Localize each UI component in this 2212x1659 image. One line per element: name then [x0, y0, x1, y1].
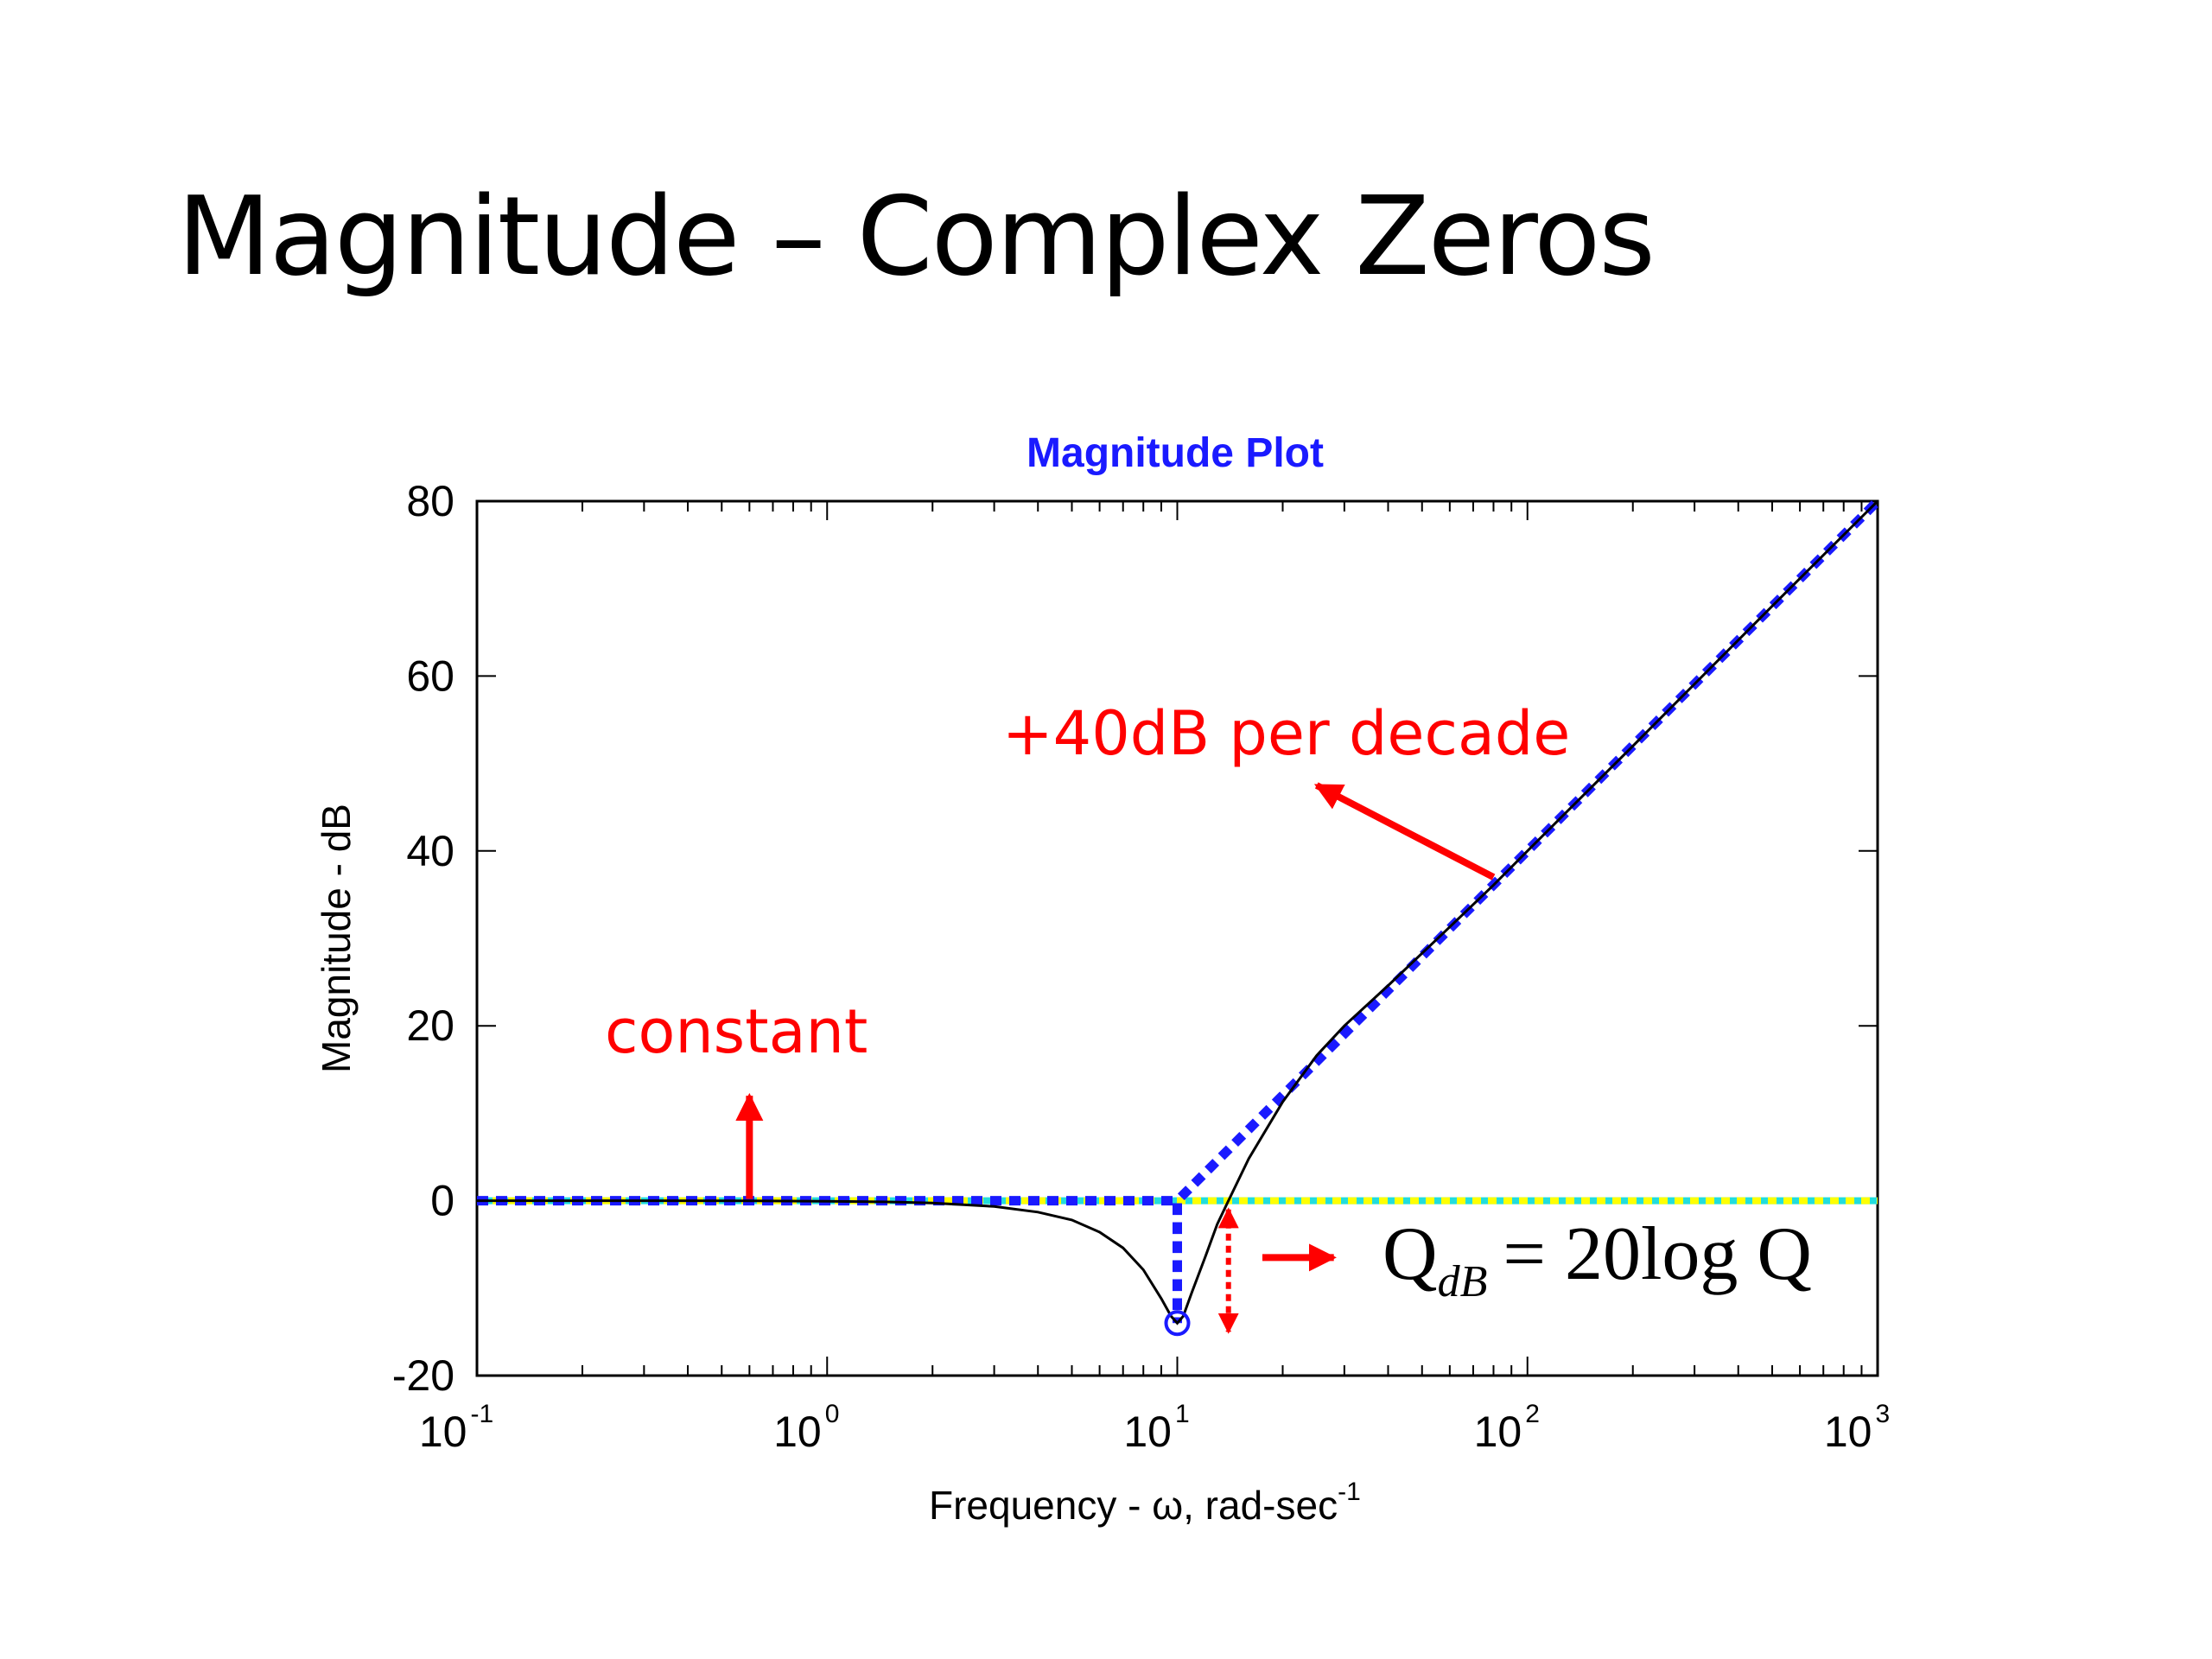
- slope-arrow: [1313, 782, 1496, 880]
- axis-ticks: -20 0 20 40 60 80 10 -1 10 0 10 1 10 2 10 3: [392, 477, 1890, 1456]
- series-group: [477, 498, 1881, 1337]
- slide-title: Magnitude – Complex Zeros: [177, 173, 1656, 300]
- x-tick-label: 10 1: [1123, 1400, 1189, 1456]
- magnitude-curve-series: [477, 499, 1879, 1325]
- formula-q: Q: [1382, 1212, 1438, 1296]
- x-axis-label: Frequency - ω, rad-sec-1: [929, 1478, 1361, 1528]
- y-tick-label: 80: [406, 477, 454, 525]
- asymptote-series: [477, 498, 1881, 1324]
- x-tick-label: 10 2: [1474, 1400, 1540, 1456]
- formula-rhs: = 20log Q: [1503, 1212, 1812, 1296]
- x-axis-label-text: Frequency - ω, rad-sec: [929, 1483, 1338, 1528]
- q-db-formula: QdB = 20log Q: [1382, 1212, 1812, 1306]
- chart-title: Magnitude Plot: [1027, 430, 1324, 476]
- x-tick-label: 10 0: [773, 1400, 839, 1456]
- x-tick-label: 10 -1: [419, 1400, 493, 1456]
- y-tick-label: 60: [406, 652, 454, 700]
- x-axis-label-exp: -1: [1338, 1478, 1361, 1506]
- zero-marker: [1164, 1310, 1191, 1337]
- y-axis-label: Magnitude - dB: [314, 804, 359, 1073]
- formula-sub: dB: [1438, 1257, 1488, 1306]
- constant-label: constant: [605, 996, 868, 1067]
- x-tick-label: 10 3: [1824, 1400, 1890, 1456]
- y-tick-label: 0: [430, 1177, 454, 1225]
- y-tick-label: 20: [406, 1001, 454, 1050]
- y-tick-label: -20: [392, 1351, 454, 1400]
- y-tick-label: 40: [406, 827, 454, 875]
- annotations: [735, 782, 1496, 1334]
- slope-label: +40dB per decade: [1002, 698, 1570, 769]
